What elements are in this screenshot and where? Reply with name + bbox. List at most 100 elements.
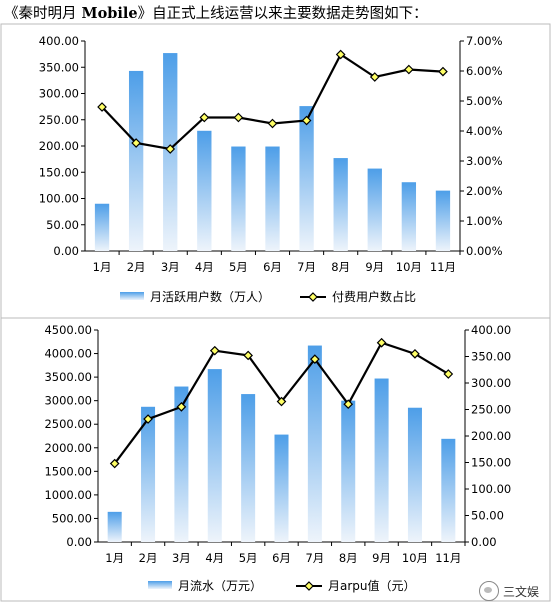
x-tick-label: 9月 — [372, 551, 391, 565]
right-tick-label: 2.00% — [466, 184, 503, 198]
x-tick-label: 3月 — [161, 260, 180, 274]
bar-7 — [307, 345, 322, 542]
left-tick-label: 0.00 — [53, 244, 79, 258]
right-tick-label: 200.00 — [471, 429, 511, 443]
left-tick-label: 2000.00 — [44, 441, 92, 455]
bar-9 — [367, 168, 382, 251]
legend-bar-swatch — [148, 581, 172, 589]
intro-suffix: 》自正式上线运营以来主要数据走势图如下： — [137, 6, 428, 22]
right-tick-label: 350.00 — [471, 350, 511, 364]
bar-11 — [441, 438, 456, 542]
bar-6 — [274, 434, 289, 542]
left-tick-label: 1000.00 — [44, 488, 92, 502]
right-tick-label: 5.00% — [466, 94, 503, 108]
right-tick-label: 250.00 — [471, 403, 511, 417]
left-tick-label: 4000.00 — [44, 347, 92, 361]
chart-revenue-arpu: 0.00 500.00 1000.00 1500.00 2000.00 2500.00 30… — [0, 318, 551, 602]
bar-4 — [207, 369, 222, 542]
line-point-9 — [369, 72, 380, 82]
left-tick-label: 0.00 — [66, 535, 92, 549]
line-point-6 — [267, 118, 278, 129]
right-tick-label: 100.00 — [471, 482, 511, 496]
watermark-text: 三文娱 — [502, 584, 539, 599]
line-point-6 — [276, 396, 287, 407]
x-tick-label: 6月 — [272, 551, 291, 565]
bar-7 — [299, 106, 314, 251]
line-point-1 — [97, 102, 107, 112]
bar-9 — [374, 378, 389, 542]
legend-bar-swatch — [120, 292, 144, 300]
right-tick-label: 3.00% — [466, 154, 503, 168]
x-tick-label: 8月 — [331, 260, 350, 274]
bar-5 — [241, 394, 256, 542]
bar-8 — [341, 400, 356, 542]
bar-3 — [174, 386, 189, 542]
right-tick-label: 0.00 — [471, 535, 497, 549]
line-point-10 — [404, 64, 414, 75]
line-point-4 — [209, 345, 220, 356]
bar-11 — [435, 190, 451, 251]
left-tick-label: 50.00 — [46, 218, 79, 232]
chart-active-users: 0.00 50.00 100.00 150.00 200.00 250.00 300.00 3… — [0, 23, 551, 319]
x-tick-label: 1月 — [93, 260, 112, 274]
bar-4 — [197, 130, 212, 251]
left-tick-label: 2500.00 — [44, 417, 92, 431]
x-tick-label: 5月 — [239, 551, 258, 565]
bar-1 — [94, 203, 110, 251]
x-tick-label: 4月 — [205, 551, 224, 565]
line-point-1 — [109, 458, 120, 469]
left-tick-label: 3000.00 — [44, 394, 92, 408]
legend-line-marker — [304, 581, 314, 591]
right-tick-label: 150.00 — [471, 456, 511, 470]
left-tick-label: 350.00 — [39, 60, 79, 74]
x-tick-label: 3月 — [172, 551, 191, 565]
line-point-5 — [243, 350, 253, 361]
left-tick-label: 3500.00 — [44, 370, 92, 384]
bar-6 — [265, 146, 280, 251]
right-tick-label: 7.00% — [466, 34, 503, 48]
bar-10 — [407, 407, 422, 542]
bar-2 — [141, 406, 156, 542]
bar-5 — [231, 146, 246, 251]
left-tick-label: 300.00 — [39, 87, 79, 101]
left-tick-label: 150.00 — [39, 165, 79, 179]
series-line — [101, 52, 444, 151]
right-tick-label: 400.00 — [471, 323, 511, 337]
line-point-10 — [410, 349, 420, 359]
watermark: 三文娱 — [478, 581, 539, 601]
bar-1 — [107, 511, 122, 542]
line-point-11 — [443, 369, 454, 379]
right-tick-label: 300.00 — [471, 376, 511, 390]
intro-bold: Mobile — [76, 5, 138, 22]
right-tick-label: 4.00% — [466, 124, 503, 138]
chart-frame — [0, 318, 551, 602]
intro-prefix: 《秦时明月 — [4, 6, 77, 22]
bar-10 — [401, 182, 417, 251]
right-tick-label: 50.00 — [471, 509, 504, 523]
x-tick-label: 2月 — [139, 551, 158, 565]
x-tick-label: 2月 — [127, 260, 146, 274]
x-tick-label: 11月 — [435, 551, 461, 565]
legend-line-label: 月arpu值（元） — [328, 578, 416, 593]
x-tick-label: 1月 — [105, 551, 124, 565]
right-tick-label: 0.00% — [466, 244, 503, 258]
left-tick-label: 200.00 — [39, 139, 79, 153]
left-tick-label: 400.00 — [39, 34, 79, 48]
x-tick-label: 10月 — [402, 551, 428, 565]
left-tick-label: 4500.00 — [44, 323, 92, 337]
line-point-7 — [310, 354, 320, 364]
line-point-8 — [335, 49, 346, 60]
left-tick-label: 250.00 — [39, 113, 79, 127]
line-point-5 — [233, 112, 244, 123]
line-point-11 — [438, 66, 448, 77]
legend-bar-label: 月流水（万元） — [178, 579, 262, 593]
x-tick-label: 4月 — [195, 260, 214, 274]
line-point-3 — [176, 402, 187, 412]
x-tick-label: 11月 — [430, 260, 456, 274]
line-point-2 — [131, 138, 141, 148]
x-tick-label: 7月 — [297, 260, 316, 274]
right-tick-label: 6.00% — [466, 64, 503, 78]
right-tick-label: 1.00% — [466, 214, 503, 228]
x-tick-label: 8月 — [339, 551, 358, 565]
left-tick-label: 1500.00 — [44, 464, 92, 478]
